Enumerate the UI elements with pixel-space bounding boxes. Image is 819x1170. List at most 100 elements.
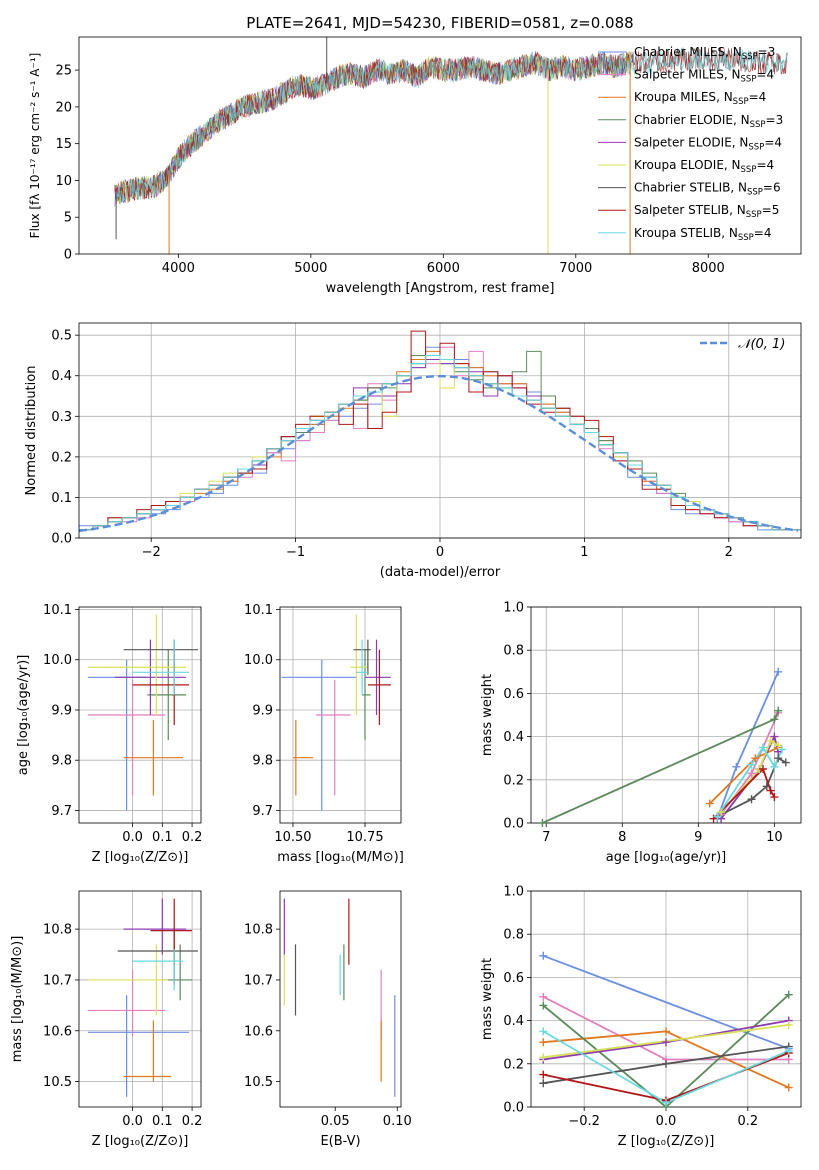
legend-nssp-prefix: , N xyxy=(721,226,738,240)
y-tick-label: 10.1 xyxy=(244,603,273,618)
x-tick-label: 0.1 xyxy=(152,830,173,845)
axes-residual-histogram: −2 −1 0 1 2 0.0 0.1 0.2 0.3 0.4 0.5 (data-model)/er… xyxy=(24,322,802,580)
weight-line xyxy=(712,767,776,820)
x-tick-label: 0.10 xyxy=(383,1114,412,1129)
weight-marker xyxy=(758,743,767,752)
y-tick-label: 10.1 xyxy=(43,603,72,618)
legend-label: Salpeter MILES, NSSP=4 xyxy=(634,68,774,85)
weight-marker xyxy=(762,782,771,791)
weight-line xyxy=(542,710,780,823)
axes-mass-vs-z: 0.0 0.1 0.2 10.5 10.6 10.7 10.8 Z [log₁₀(Z/Z⊙)]… xyxy=(10,890,202,1149)
legend-nssp-eq: = xyxy=(764,135,774,149)
y-tick-label: 10.7 xyxy=(244,973,273,988)
weight-marker xyxy=(747,795,756,804)
x-axis-label: mass [log₁₀(M/M⊙)] xyxy=(277,850,404,865)
weight-marker xyxy=(784,1020,793,1029)
legend-label: Kroupa MILES, NSSP=4 xyxy=(634,90,766,107)
weight-marker xyxy=(662,1098,670,1107)
y-tick-label: 0.4 xyxy=(503,730,524,745)
legend-nssp-value: 4 xyxy=(774,135,782,149)
weight-marker xyxy=(717,808,726,817)
legend-series-name: Chabrier STELIB xyxy=(634,181,730,195)
y-axis-label: mass weight xyxy=(480,958,495,1040)
axes-massweight-vs-z: −0.2 0.0 0.2 0.0 0.2 0.4 0.6 0.8 1.0 Z [log₁₀(Z/Z… xyxy=(480,885,802,1149)
y-axis-label: mass [log₁₀(M/M⊙)] xyxy=(10,936,25,1063)
y-tick-label: 0.3 xyxy=(51,410,72,425)
plot-area-massweight-vs-age xyxy=(542,671,787,823)
x-tick-label: 10.50 xyxy=(274,830,311,845)
weight-marker xyxy=(539,1079,548,1088)
y-tick-label: 10.6 xyxy=(244,1024,273,1039)
weight-marker xyxy=(774,754,783,763)
axes-mass-vs-ebv: 0.05 0.10 10.5 10.6 10.7 10.8 E(B-V) xyxy=(244,890,412,1149)
x-axis-label: wavelength [Angstrom, rest frame] xyxy=(326,281,555,296)
legend-nssp-subscript: SSP xyxy=(742,52,758,62)
histogram-step xyxy=(79,359,801,531)
legend-nssp-value: 4 xyxy=(767,68,775,82)
x-tick-label: 0.05 xyxy=(321,1114,350,1129)
weight-marker xyxy=(705,799,714,808)
weight-marker xyxy=(539,1070,548,1079)
y-tick-label: 10 xyxy=(55,174,72,189)
y-tick-label: 10.5 xyxy=(244,1075,273,1090)
weight-marker xyxy=(539,1038,548,1047)
x-tick-label: 0.0 xyxy=(122,1114,143,1129)
legend-nssp-subscript: SSP xyxy=(746,210,762,220)
spectrum-line xyxy=(114,47,788,205)
histogram-step xyxy=(79,355,801,531)
x-tick-label: 0.2 xyxy=(182,830,203,845)
x-tick-label: 8000 xyxy=(692,261,725,276)
legend-nssp-subscript: SSP xyxy=(741,165,757,175)
x-tick-label: 10.75 xyxy=(346,830,383,845)
weight-marker xyxy=(766,736,775,745)
x-tick-label: 0.2 xyxy=(737,1114,758,1129)
axes-frame xyxy=(279,890,402,1108)
y-tick-label: 9.9 xyxy=(51,703,72,718)
weight-marker xyxy=(539,1001,548,1010)
y-tick-label: 0.2 xyxy=(503,1057,524,1072)
axes-frame xyxy=(530,606,802,824)
plot-area-massweight-vs-z xyxy=(542,954,790,1107)
y-tick-label: 0.6 xyxy=(503,687,524,702)
weight-marker xyxy=(784,990,793,999)
weight-marker xyxy=(539,951,548,960)
y-tick-label: 0.4 xyxy=(51,369,72,384)
histogram-step xyxy=(79,355,801,531)
x-tick-label: 4000 xyxy=(162,261,195,276)
plot-area-age-vs-mass xyxy=(281,614,391,811)
axes-age-vs-mass: 10.50 10.75 9.7 9.8 9.9 10.0 10.1 mass [log₁₀(M… xyxy=(244,603,404,865)
legend-label: Kroupa STELIB, NSSP=4 xyxy=(634,226,772,243)
weight-marker xyxy=(777,745,786,754)
y-tick-label: 1.0 xyxy=(503,885,524,900)
legend-nssp-prefix: , N xyxy=(732,135,749,149)
legend-series-name: Salpeter ELODIE xyxy=(634,135,732,149)
y-tick-label: 0.1 xyxy=(51,491,72,506)
legend-nssp-eq: = xyxy=(756,68,766,82)
legend-label: Chabrier ELODIE, NSSP=3 xyxy=(634,113,783,130)
y-tick-label: 9.7 xyxy=(252,804,273,819)
x-tick-label: 8 xyxy=(618,830,626,845)
weight-marker xyxy=(662,1027,670,1036)
y-axis-label: age [log₁₀(age/yr)] xyxy=(16,655,31,776)
legend-nssp-value: 6 xyxy=(773,181,781,195)
legend-label: Salpeter ELODIE, NSSP=4 xyxy=(634,135,782,152)
legend-nssp-subscript: SSP xyxy=(733,97,749,107)
figure-title: PLATE=2641, MJD=54230, FIBERID=0581, z=0… xyxy=(246,14,633,32)
legend-series-name: Kroupa STELIB xyxy=(634,226,721,240)
legend-nssp-prefix: , N xyxy=(716,90,733,104)
axes-frame xyxy=(279,606,402,824)
legend-nssp-prefix: , N xyxy=(733,113,750,127)
weight-marker xyxy=(758,765,767,773)
histogram-step xyxy=(79,355,801,531)
weight-marker xyxy=(539,1027,548,1036)
weight-line xyxy=(720,739,779,813)
legend-nssp-value: 3 xyxy=(768,45,776,59)
y-tick-label: 15 xyxy=(55,137,72,152)
y-tick-label: 5 xyxy=(64,211,72,226)
weight-marker xyxy=(662,1038,670,1047)
weight-marker xyxy=(747,760,756,769)
legend-nssp-prefix: , N xyxy=(724,68,741,82)
legend-nssp-value: 4 xyxy=(759,90,767,104)
legend-label: Kroupa ELODIE, NSSP=4 xyxy=(634,158,774,175)
